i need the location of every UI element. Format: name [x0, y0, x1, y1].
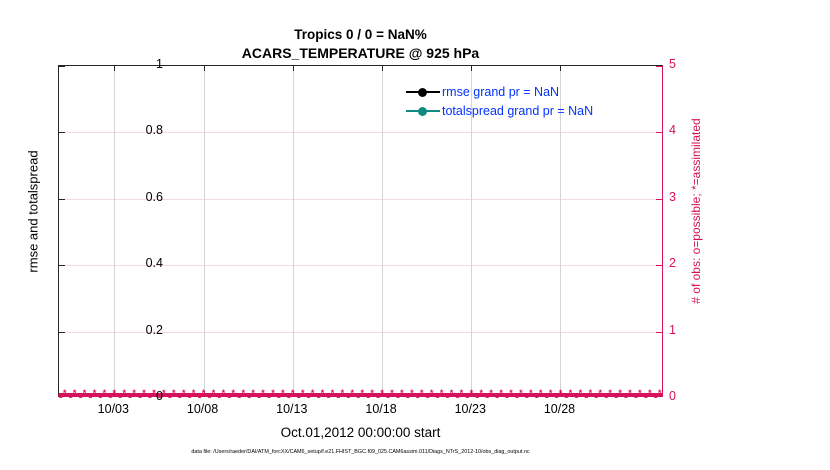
y-ticklabel-left: 0.6	[145, 189, 163, 204]
legend-label-totalspread: totalspread grand pr = NaN	[442, 103, 594, 118]
vertical-gridline	[292, 66, 294, 396]
obs-baseline	[59, 393, 662, 397]
x-tick-top	[292, 66, 294, 71]
legend-item-rmse: rmse grand pr = NaN	[406, 83, 593, 100]
x-tick-top	[382, 66, 384, 71]
y-tick-right	[656, 66, 662, 67]
x-tick-top	[471, 66, 473, 71]
y-ticklabel-left: 0	[156, 389, 163, 403]
y-axis-label-left: rmse and totalspread	[25, 150, 41, 273]
horizontal-gridline	[59, 331, 662, 333]
x-ticklabel: 10/03	[97, 402, 129, 416]
y-tick-left	[59, 66, 65, 67]
y-tick-left	[59, 331, 65, 333]
y-tick-right	[656, 265, 662, 267]
x-ticklabel: 10/28	[543, 402, 576, 416]
vertical-gridline	[560, 66, 562, 396]
y-ticklabel-right: 3	[669, 189, 676, 204]
x-ticklabel: 10/18	[365, 402, 397, 416]
vertical-gridline	[203, 66, 205, 396]
datafile-annotation: data file: /Users/raeder/DAI/ATM_forcXX/…	[191, 449, 530, 455]
x-axis-label: Oct.01,2012 00:00:00 start	[280, 425, 441, 440]
y-ticklabel-right: 0	[669, 389, 676, 403]
chart-title-block: Tropics 0 / 0 = NaN% ACARS_TEMPERATURE @…	[58, 26, 663, 62]
y-tick-left	[59, 198, 65, 200]
horizontal-gridline	[59, 132, 662, 134]
vertical-gridline	[471, 66, 473, 396]
y-tick-left	[59, 132, 65, 134]
y-ticklabel-right: 2	[669, 256, 676, 271]
x-ticklabel: 10/08	[186, 402, 219, 416]
x-tick-top	[560, 66, 562, 71]
plot-area: o*o*o*o*o*o*o*o*o*o*o*o*o*o*o*o*o*o*o*o*…	[58, 65, 663, 400]
y-tick-right	[656, 331, 662, 333]
y-ticklabel-left: 0.4	[145, 256, 163, 271]
horizontal-gridline	[59, 198, 662, 200]
x-ticklabel: 10/13	[276, 402, 308, 416]
y-tick-right	[656, 198, 662, 200]
x-ticklabel: 10/23	[454, 402, 486, 416]
y-ticklabel-right: 5	[669, 57, 676, 71]
y-ticklabel-right: 4	[669, 123, 676, 138]
y-ticklabel-left: 0.8	[145, 123, 163, 138]
y-axis-label-right: # of obs: o=possible; *=assimilated	[689, 118, 703, 304]
legend-marker-totalspread	[406, 105, 440, 117]
y-tick-left	[59, 265, 65, 267]
vertical-gridline	[114, 66, 116, 396]
chart-title: Tropics 0 / 0 = NaN%	[294, 27, 427, 42]
vertical-gridline	[382, 66, 384, 396]
y-ticklabel-left: 1	[156, 57, 163, 71]
y-ticklabel-right: 1	[669, 322, 676, 337]
y-ticklabel-left: 0.2	[145, 322, 163, 337]
legend-item-totalspread: totalspread grand pr = NaN	[406, 102, 593, 119]
horizontal-gridline	[59, 265, 662, 267]
chart-legend: rmse grand pr = NaN totalspread grand pr…	[406, 83, 593, 119]
x-tick-top	[114, 66, 116, 71]
legend-label-rmse: rmse grand pr = NaN	[442, 84, 560, 99]
x-tick-top	[203, 66, 205, 71]
legend-marker-rmse	[406, 86, 440, 98]
chart-subtitle: ACARS_TEMPERATURE @ 925 hPa	[241, 45, 480, 61]
y-tick-right	[656, 132, 662, 134]
